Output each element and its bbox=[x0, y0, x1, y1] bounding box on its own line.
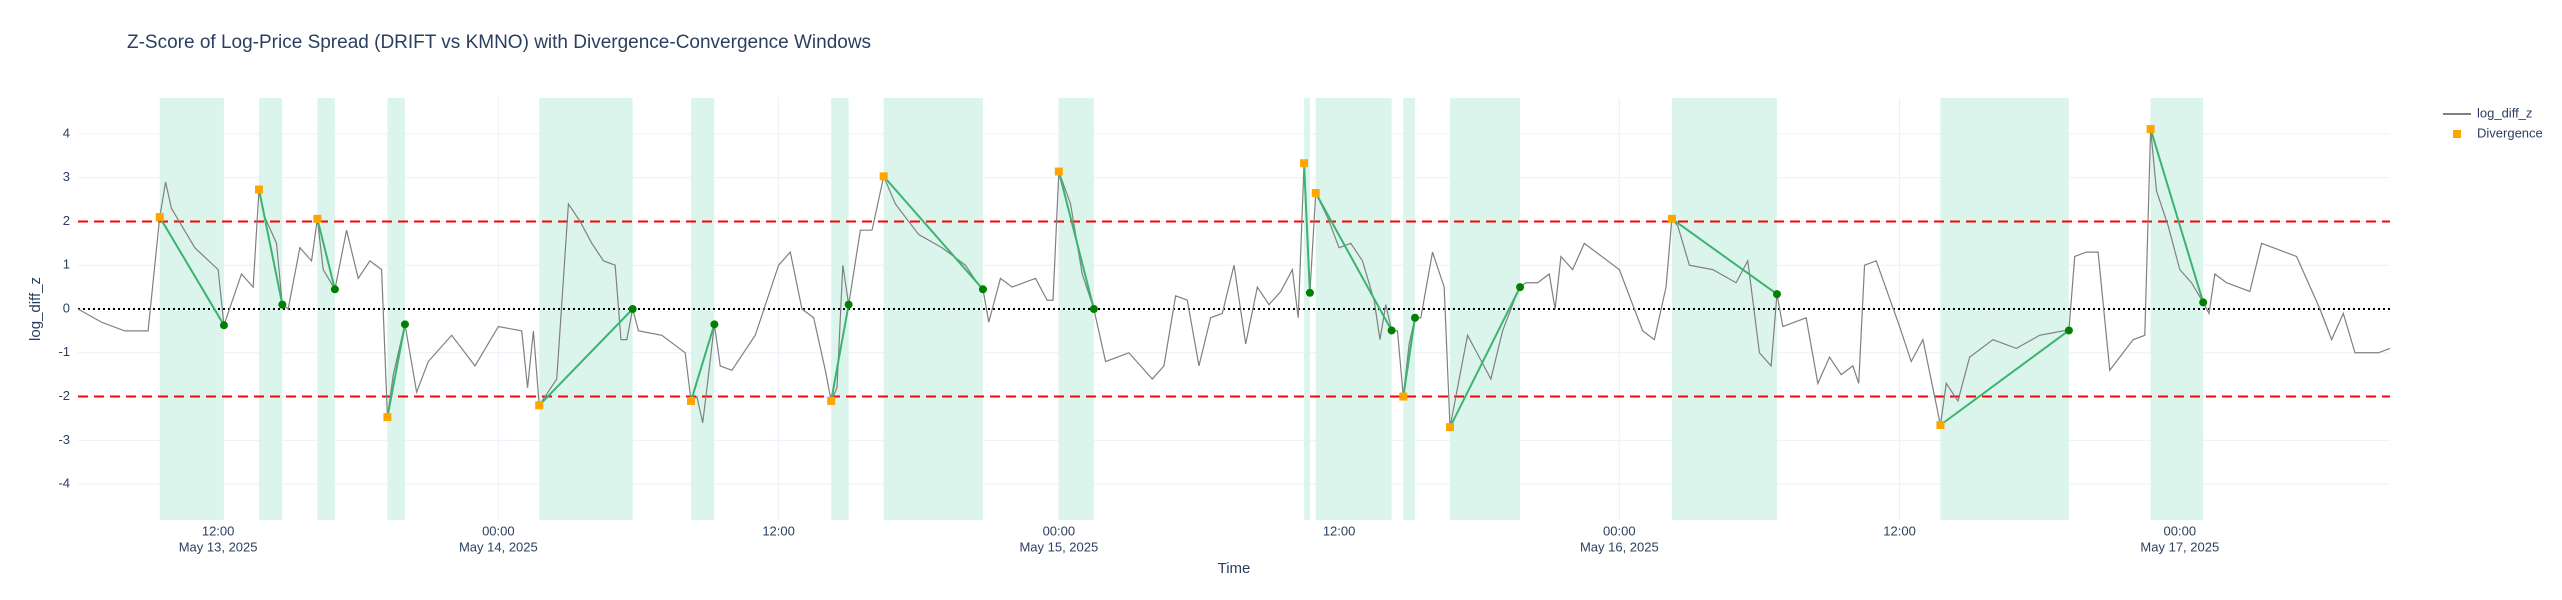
window bbox=[258, 98, 283, 520]
x-tick-label: 00:00 bbox=[1603, 523, 1636, 538]
legend-label: Divergence bbox=[2477, 125, 2543, 140]
series-line bbox=[77, 129, 2391, 428]
divergence-marker bbox=[827, 396, 836, 405]
divergence-marker bbox=[254, 185, 263, 194]
convergence-marker bbox=[219, 321, 228, 330]
convergence-marker bbox=[278, 300, 287, 309]
window bbox=[691, 98, 715, 520]
divergence-marker bbox=[1300, 159, 1309, 168]
y-tick-label: 3 bbox=[63, 169, 70, 184]
connector bbox=[386, 324, 406, 418]
window bbox=[1304, 98, 1310, 520]
y-tick-label: 4 bbox=[63, 125, 70, 140]
connector bbox=[830, 304, 850, 402]
convergence-marker bbox=[2064, 326, 2073, 335]
divergence-marker bbox=[1446, 423, 1455, 432]
divergence-marker bbox=[2146, 125, 2155, 134]
x-tick-label: 00:00 bbox=[2164, 523, 2197, 538]
convergence-marker bbox=[710, 320, 719, 329]
window bbox=[317, 98, 335, 520]
convergence-marker bbox=[1387, 326, 1396, 335]
convergence-marker bbox=[2199, 298, 2208, 307]
divergence-marker bbox=[879, 172, 888, 181]
convergence-marker bbox=[1089, 305, 1098, 313]
connector bbox=[1671, 218, 1778, 295]
divergence-marker bbox=[1054, 167, 1063, 176]
x-tick-label: 00:00 bbox=[1043, 523, 1076, 538]
x-tick-label: 12:00 bbox=[1323, 523, 1356, 538]
connector bbox=[538, 308, 634, 407]
connector bbox=[1314, 192, 1393, 331]
convergence-marker bbox=[1772, 290, 1781, 299]
divergence-marker bbox=[1667, 214, 1676, 223]
divergence-marker bbox=[535, 401, 544, 410]
y-tick-label: 0 bbox=[63, 300, 70, 315]
x-tick-label: 12:00 bbox=[762, 523, 795, 538]
connector bbox=[882, 175, 984, 290]
x-tick-label: May 17, 2025 bbox=[2140, 539, 2219, 554]
y-tick-label: -3 bbox=[58, 432, 70, 447]
window bbox=[387, 98, 405, 520]
divergence-marker bbox=[155, 213, 164, 222]
legend-swatch bbox=[2453, 130, 2461, 138]
x-tick-label: 12:00 bbox=[202, 523, 235, 538]
chart-title: Z-Score of Log-Price Spread (DRIFT vs KM… bbox=[127, 32, 871, 53]
legend-label: log_diff_z bbox=[2477, 105, 2532, 120]
divergence-marker bbox=[1399, 392, 1408, 401]
convergence-marker bbox=[1305, 288, 1314, 297]
connector bbox=[316, 218, 336, 290]
divergence-marker bbox=[313, 214, 322, 223]
x-tick-label: May 16, 2025 bbox=[1580, 539, 1659, 554]
convergence-marker bbox=[978, 285, 987, 294]
connector bbox=[690, 324, 716, 402]
x-tick-label: May 13, 2025 bbox=[179, 539, 258, 554]
convergence-marker bbox=[628, 305, 637, 313]
x-tick-label: May 15, 2025 bbox=[1019, 539, 1098, 554]
divergence-marker bbox=[1311, 188, 1320, 197]
connector bbox=[1057, 171, 1095, 310]
x-tick-label: 12:00 bbox=[1883, 523, 1916, 538]
convergence-marker bbox=[1410, 313, 1419, 322]
convergence-marker bbox=[844, 300, 853, 309]
y-tick-label: -1 bbox=[58, 344, 70, 359]
convergence-marker bbox=[400, 320, 409, 329]
connector bbox=[2149, 128, 2205, 303]
divergence-marker bbox=[383, 413, 392, 422]
connector bbox=[1449, 286, 1521, 428]
y-tick-label: 1 bbox=[63, 257, 70, 272]
divergence-marker bbox=[1936, 421, 1945, 430]
y-tick-label: -4 bbox=[58, 476, 70, 491]
convergence-marker bbox=[330, 285, 339, 294]
connector bbox=[1402, 317, 1416, 397]
connector bbox=[1303, 163, 1311, 293]
y-tick-label: -2 bbox=[58, 388, 70, 403]
y-tick-label: 2 bbox=[63, 213, 70, 228]
divergence-marker bbox=[687, 396, 696, 405]
connector bbox=[158, 216, 225, 326]
x-axis-title: Time bbox=[1218, 560, 1251, 577]
connector bbox=[258, 189, 284, 305]
x-tick-label: 00:00 bbox=[482, 523, 515, 538]
x-tick-label: May 14, 2025 bbox=[459, 539, 538, 554]
convergence-marker bbox=[1516, 283, 1525, 292]
y-axis-title: log_diff_z bbox=[27, 277, 44, 341]
connector bbox=[1939, 329, 2070, 426]
